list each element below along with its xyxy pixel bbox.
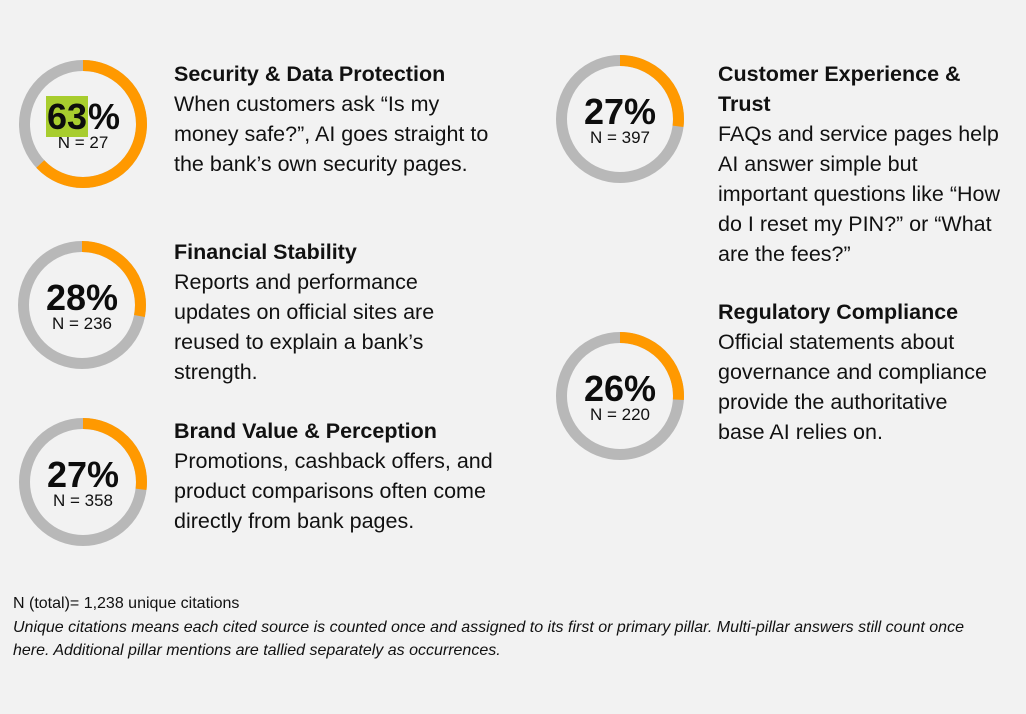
donut-ring-icon [19, 60, 147, 188]
percent-number-highlighted: 63 [45, 95, 89, 137]
pillar-description: Official statements about governance and… [718, 330, 987, 444]
percent-sign: % [624, 90, 657, 132]
pillar-description: Promotions, cashback offers, and product… [174, 449, 493, 533]
percent-value: 28% [45, 276, 119, 318]
percent-value: 27% [46, 453, 120, 495]
sample-size: N = 358 [52, 490, 113, 510]
pillar-title: Security & Data Protection [174, 62, 446, 86]
donut-chart: 27% N = 358 [18, 417, 148, 547]
footnote: N (total)= 1,238 unique citations Unique… [13, 592, 1013, 663]
pillar-title: Regulatory Compliance [718, 300, 959, 324]
donut-chart: 28% N = 236 [17, 240, 147, 370]
pillar-title: Financial Stability [174, 240, 357, 264]
donut-chart: 63% N = 27 [18, 59, 148, 189]
percent-number: 26 [583, 367, 625, 409]
pillar-description: FAQs and service pages help AI answer si… [718, 122, 1001, 266]
donut-chart: 27% N = 397 [555, 54, 685, 184]
percent-sign: % [86, 276, 119, 318]
total-citations: N (total)= 1,238 unique citations [13, 595, 240, 612]
percent-value: 26% [583, 367, 657, 409]
sample-size: N = 236 [51, 313, 112, 333]
percent-sign: % [87, 453, 120, 495]
sample-size: N = 397 [589, 127, 650, 147]
sample-size: N = 27 [57, 132, 109, 152]
percent-value: 63% [45, 95, 121, 137]
pillar-description: When customers ask “Is my money safe?”, … [174, 92, 489, 176]
percent-number: 27 [46, 453, 88, 495]
donut-chart: 26% N = 220 [555, 331, 685, 461]
percent-value: 27% [583, 90, 657, 132]
methodology-note: Unique citations means each cited source… [13, 618, 964, 660]
donut-ring-icon [18, 241, 146, 369]
pillar-title: Customer Experience & Trust [718, 62, 961, 116]
percent-number: 27 [583, 90, 625, 132]
sample-size: N = 220 [589, 404, 650, 424]
pillar-title: Brand Value & Perception [174, 419, 437, 443]
donut-ring-icon [556, 332, 684, 460]
percent-sign: % [624, 367, 657, 409]
pillar-description: Reports and performance updates on offic… [174, 270, 435, 384]
percent-sign: % [88, 95, 121, 137]
donut-ring-icon [19, 418, 147, 546]
donut-ring-icon [556, 55, 684, 183]
percent-number: 28 [45, 276, 87, 318]
